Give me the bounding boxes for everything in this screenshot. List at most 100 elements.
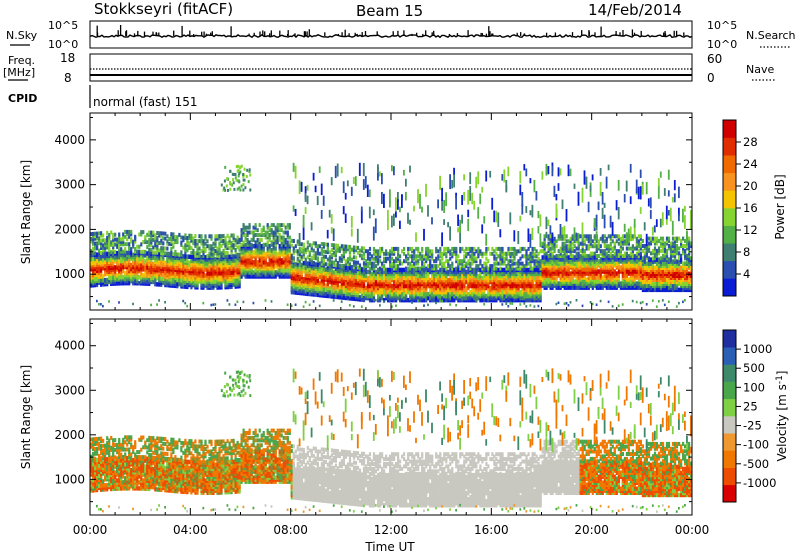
range-gate-cell <box>335 263 337 267</box>
range-gate-cell <box>168 237 170 241</box>
range-gate-cell <box>473 268 475 273</box>
range-gate-cell <box>564 267 566 272</box>
range-gate-cell <box>174 272 176 277</box>
range-gate-cell <box>361 293 363 298</box>
range-gate-cell <box>249 260 251 265</box>
range-gate-cell <box>335 285 337 290</box>
range-gate-cell <box>331 274 333 279</box>
range-gate-cell <box>168 242 170 246</box>
range-gate-cell <box>556 244 558 248</box>
range-gate-cell <box>285 231 287 235</box>
range-gate-cell <box>158 231 160 235</box>
range-gate-cell <box>467 210 469 217</box>
range-gate-cell <box>152 250 154 254</box>
range-gate-cell <box>463 174 465 180</box>
range-gate-cell <box>323 255 325 259</box>
range-gate-cell <box>251 243 253 247</box>
range-gate-cell <box>521 278 523 283</box>
range-gate-cell <box>538 257 540 261</box>
range-gate-cell <box>475 264 477 268</box>
range-gate-cell <box>166 247 168 251</box>
range-gate-cell <box>239 238 241 242</box>
range-gate-cell <box>361 289 363 294</box>
range-gate-cell <box>453 247 455 251</box>
range-gate-cell <box>295 244 297 248</box>
range-gate-cell <box>401 195 403 200</box>
range-gate-cell <box>437 199 439 208</box>
range-gate-cell <box>311 243 313 247</box>
range-gate-cell <box>389 300 391 303</box>
range-gate-cell <box>534 180 536 192</box>
range-gate-cell <box>104 238 106 242</box>
range-gate-cell <box>497 254 499 258</box>
range-gate-cell <box>389 290 391 295</box>
range-gate-cell <box>574 249 576 253</box>
range-gate-cell <box>369 252 371 256</box>
range-gate-cell <box>427 304 429 307</box>
range-gate-cell <box>291 244 293 248</box>
range-gate-cell <box>204 234 206 238</box>
range-gate-cell <box>124 247 126 251</box>
range-gate-cell <box>299 267 301 272</box>
range-gate-cell <box>536 249 538 253</box>
range-gate-cell <box>463 264 465 268</box>
range-gate-cell <box>323 275 325 280</box>
range-gate-cell <box>548 283 550 288</box>
range-gate-cell <box>323 196 325 206</box>
range-gate-cell <box>112 275 114 280</box>
range-gate-cell <box>513 247 515 251</box>
range-gate-cell <box>377 274 379 279</box>
range-gate-cell <box>102 258 104 263</box>
range-gate-cell <box>497 247 499 251</box>
range-gate-cell <box>528 254 530 258</box>
range-gate-cell <box>407 257 409 261</box>
range-gate-cell <box>395 211 397 217</box>
range-gate-cell <box>401 276 403 281</box>
range-gate-cell <box>140 271 142 276</box>
range-gate-cell <box>421 247 423 251</box>
range-gate-cell <box>477 171 479 184</box>
range-gate-cell <box>273 231 275 235</box>
range-gate-cell <box>239 245 241 249</box>
range-gate-cell <box>419 292 421 297</box>
range-gate-cell <box>313 173 315 181</box>
range-gate-cell <box>399 294 401 299</box>
range-gate-cell <box>558 285 560 290</box>
range-gate-cell <box>222 234 224 238</box>
range-gate-cell <box>96 267 98 272</box>
range-gate-cell <box>517 272 519 277</box>
range-gate-cell <box>156 282 158 287</box>
range-gate-cell <box>118 301 120 304</box>
range-gate-cell <box>355 279 357 284</box>
range-gate-cell <box>315 262 317 267</box>
range-gate-cell <box>519 216 521 222</box>
range-gate-cell <box>509 264 511 268</box>
range-gate-cell <box>419 267 421 271</box>
range-gate-cell <box>220 244 222 248</box>
range-gate-cell <box>485 171 487 182</box>
range-gate-cell <box>337 261 339 265</box>
range-gate-cell <box>128 259 130 264</box>
range-gate-cell <box>530 252 532 256</box>
range-gate-cell <box>377 173 379 181</box>
range-gate-cell <box>257 260 259 265</box>
range-gate-cell <box>538 211 540 218</box>
range-gate-cell <box>142 250 144 254</box>
range-gate-cell <box>375 270 377 275</box>
range-gate-cell <box>417 267 419 271</box>
range-gate-cell <box>277 236 279 240</box>
range-gate-cell <box>391 247 393 251</box>
range-gate-cell <box>285 268 287 273</box>
range-gate-cell <box>251 238 253 242</box>
range-gate-cell <box>265 299 267 302</box>
range-gate-cell <box>485 276 487 281</box>
range-gate-cell <box>120 267 122 272</box>
range-gate-cell <box>126 230 128 234</box>
range-gate-cell <box>136 257 138 262</box>
range-gate-cell <box>259 238 261 242</box>
range-gate-cell <box>170 265 172 270</box>
range-gate-cell <box>212 242 214 246</box>
range-gate-cell <box>329 290 331 295</box>
range-gate-cell <box>154 233 156 237</box>
range-gate-cell <box>100 251 102 255</box>
